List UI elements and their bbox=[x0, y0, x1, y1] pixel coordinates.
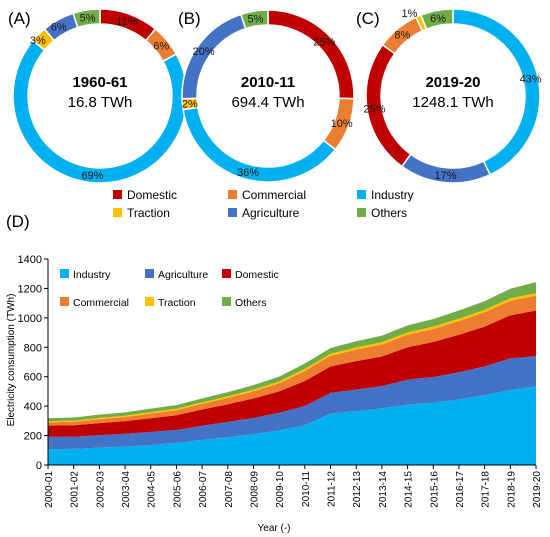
x-tick-label: 2003-04 bbox=[121, 471, 132, 508]
legend-swatch-traction bbox=[113, 208, 122, 217]
area-legend-swatch-industry bbox=[60, 269, 69, 278]
donut-slice-label-domestic: 25% bbox=[313, 36, 335, 48]
area-legend-label-commercial: Commercial bbox=[73, 297, 129, 309]
area-legend-swatch-traction bbox=[145, 297, 154, 306]
donut-b-title: 2010-11 bbox=[241, 74, 295, 91]
legend-swatch-domestic bbox=[113, 190, 122, 199]
donut-a-total: 16.8 TWh bbox=[68, 94, 133, 111]
x-tick-label: 2011-12 bbox=[327, 471, 338, 507]
y-tick-label: 1200 bbox=[18, 283, 42, 295]
x-tick-label: 2008-09 bbox=[249, 471, 260, 508]
legend-label-industry: Industry bbox=[371, 188, 414, 202]
x-tick-label: 2018-19 bbox=[506, 471, 517, 508]
x-tick-label: 2007-08 bbox=[224, 471, 235, 508]
donut-chart-a: (A) 11% 6% 69% 3% 6% 5% 1960-61 16.8 TWh bbox=[8, 8, 188, 184]
x-tick-label: 2010-11 bbox=[301, 471, 312, 507]
legend-swatch-agriculture bbox=[228, 208, 237, 217]
area-legend-swatch-commercial bbox=[60, 297, 69, 306]
donut-slice-label-traction: 1% bbox=[401, 8, 417, 20]
area-series-industry bbox=[48, 386, 536, 465]
x-tick-label: 2012-13 bbox=[352, 471, 363, 508]
donut-slice-industry bbox=[12, 39, 188, 184]
legend-label-commercial: Commercial bbox=[242, 188, 306, 202]
y-tick-label: 600 bbox=[24, 372, 42, 384]
y-tick-label: 400 bbox=[24, 401, 42, 413]
x-tick-label: 2004-05 bbox=[147, 471, 158, 508]
donut-slice-label-others: 5% bbox=[80, 12, 96, 24]
y-tick-label: 1400 bbox=[18, 254, 42, 266]
x-tick-label: 2005-06 bbox=[172, 471, 183, 508]
y-tick-label: 200 bbox=[24, 431, 42, 443]
y-tick-label: 0 bbox=[36, 460, 42, 472]
donut-slice-others bbox=[239, 9, 269, 30]
donut-slice-label-agriculture: 6% bbox=[51, 21, 67, 33]
donut-slice-label-commercial: 8% bbox=[394, 30, 410, 42]
area-legend-label-industry: Industry bbox=[73, 269, 111, 281]
donut-slice-label-traction: 2% bbox=[182, 99, 198, 111]
donut-slice-label-others: 5% bbox=[248, 14, 264, 26]
donut-b-total: 694.4 TWh bbox=[231, 94, 304, 111]
panel-label-c: (C) bbox=[356, 9, 380, 28]
donut-slice-others bbox=[419, 8, 454, 31]
donut-slice-label-traction: 3% bbox=[30, 35, 46, 47]
x-tick-label: 2017-18 bbox=[481, 471, 492, 508]
donut-slice-label-industry: 69% bbox=[82, 170, 104, 182]
donut-slice-label-commercial: 6% bbox=[153, 40, 169, 52]
donut-slice-industry bbox=[182, 106, 337, 183]
x-tick-label: 2006-07 bbox=[198, 471, 209, 508]
leader-line bbox=[435, 15, 442, 23]
legend-label-others: Others bbox=[371, 206, 407, 220]
panel-label-d: (D) bbox=[6, 212, 30, 231]
legend-label-agriculture: Agriculture bbox=[242, 206, 300, 220]
x-tick-label: 2014-15 bbox=[404, 471, 415, 508]
donut-slice-label-agriculture: 17% bbox=[435, 170, 457, 182]
donut-slice-label-industry: 43% bbox=[520, 74, 542, 86]
donut-c-title: 2019-20 bbox=[425, 74, 480, 91]
donut-chart-b: (B) 25% 10% 36% 2% 20% 5% 2010-11 694.4 TWh bbox=[178, 9, 355, 183]
area-legend-label-others: Others bbox=[235, 297, 267, 309]
panel-label-b: (B) bbox=[178, 9, 201, 28]
donut-c-total: 1248.1 TWh bbox=[412, 94, 493, 111]
panel-label-a: (A) bbox=[8, 9, 31, 28]
x-tick-label: 2009-10 bbox=[275, 471, 286, 508]
stacked-area-chart: 0 200 400 600 800 1000 1200 1400 2000-01 2001-02 2… bbox=[18, 254, 543, 508]
y-tick-label: 800 bbox=[24, 342, 42, 354]
x-tick-label: 2013-14 bbox=[378, 471, 389, 508]
area-legend-swatch-agriculture bbox=[145, 269, 154, 278]
donut-legend: Domestic Commercial Industry Traction Agricu… bbox=[113, 188, 414, 220]
legend-swatch-commercial bbox=[228, 190, 237, 199]
area-legend-swatch-domestic bbox=[222, 269, 231, 278]
area-legend-label-traction: Traction bbox=[158, 297, 196, 309]
area-legend-label-agriculture: Agriculture bbox=[158, 269, 208, 281]
area-series-agriculture bbox=[48, 356, 536, 450]
donut-slice-label-agriculture: 20% bbox=[193, 46, 215, 58]
legend-swatch-others bbox=[357, 208, 366, 217]
donut-slice-label-commercial: 10% bbox=[331, 118, 353, 130]
donut-slice-label-domestic: 25% bbox=[363, 103, 385, 115]
donut-a-title: 1960-61 bbox=[72, 74, 127, 91]
y-tick-label: 1000 bbox=[18, 313, 42, 325]
legend-label-domestic: Domestic bbox=[127, 188, 177, 202]
y-axis-title: Electricity consumption (TWh) bbox=[6, 294, 17, 427]
area-legend-label-domestic: Domestic bbox=[235, 269, 279, 281]
x-tick-label: 2016-17 bbox=[455, 471, 466, 508]
x-tick-label: 2000-01 bbox=[44, 471, 55, 508]
area-series-domestic bbox=[48, 310, 536, 437]
x-tick-label: 2019-20 bbox=[532, 471, 543, 508]
x-tick-label: 2001-02 bbox=[70, 471, 81, 508]
x-tick-label: 2015-16 bbox=[429, 471, 440, 508]
donut-slice-label-domestic: 11% bbox=[116, 16, 137, 28]
donut-chart-c: (C) 43%17%25%8%1%6% 2019-20 1248.1 TWh bbox=[356, 8, 542, 184]
donut-slice-industry bbox=[452, 8, 541, 176]
legend-swatch-industry bbox=[357, 190, 366, 199]
area-legend-swatch-others bbox=[222, 297, 231, 306]
donut-slice-others bbox=[72, 8, 101, 29]
legend-label-traction: Traction bbox=[127, 206, 170, 220]
x-tick-label: 2002-03 bbox=[95, 471, 106, 508]
x-axis-title: Year (-) bbox=[258, 523, 291, 534]
donut-slice-label-industry: 36% bbox=[237, 167, 259, 179]
